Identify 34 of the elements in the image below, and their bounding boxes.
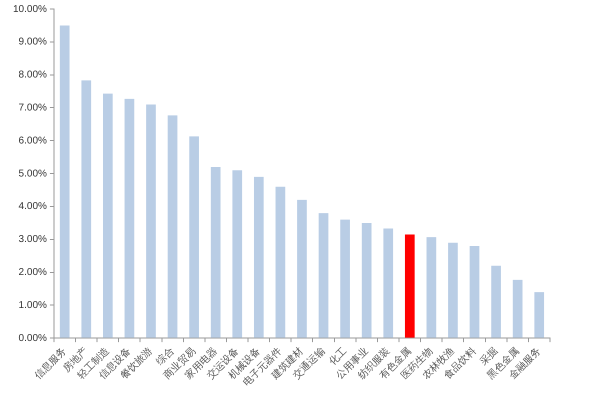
- bar: [470, 246, 480, 338]
- y-tick-label: 10.00%: [12, 4, 48, 15]
- bar: [210, 166, 221, 338]
- y-tick-label: 2.00%: [18, 267, 48, 278]
- bar: [318, 213, 328, 338]
- y-tick-label: 8.00%: [18, 70, 48, 81]
- bar: [254, 176, 264, 338]
- bar: [512, 280, 522, 338]
- y-tick-label: 6.00%: [18, 135, 48, 146]
- bar: [297, 200, 307, 338]
- y-tick-label: 0.00%: [18, 332, 48, 344]
- y-tick-label: 3.00%: [18, 234, 48, 246]
- y-tick-label: 9.00%: [18, 36, 48, 48]
- bar: [81, 80, 92, 338]
- bar: [168, 115, 178, 338]
- y-tick-label: 5.00%: [18, 168, 48, 180]
- y-tick-label: 1.00%: [18, 300, 48, 311]
- bar: [340, 220, 350, 338]
- y-tick-label: 7.00%: [18, 102, 48, 114]
- bar: [60, 25, 70, 338]
- bar: [146, 104, 156, 338]
- bar: [426, 237, 436, 338]
- bar: [102, 94, 113, 338]
- bar: [448, 242, 458, 338]
- bar: [362, 222, 372, 338]
- bar: [232, 170, 242, 338]
- y-tick-label: 4.00%: [18, 201, 48, 212]
- bar: [276, 186, 286, 338]
- bar: [404, 234, 415, 338]
- bar: [189, 136, 199, 338]
- bar: [383, 228, 394, 338]
- bar: [491, 266, 501, 338]
- bar: [124, 98, 134, 338]
- bar: [534, 292, 544, 338]
